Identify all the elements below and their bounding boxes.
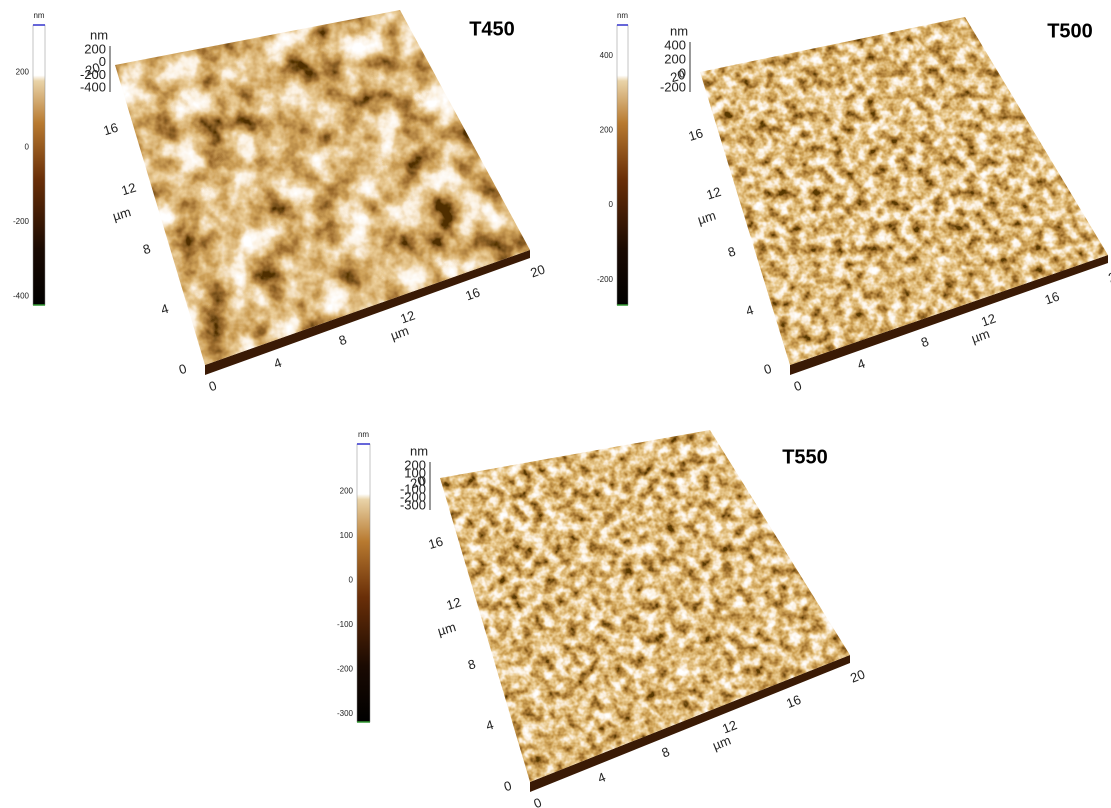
x-tick-label: 16 (1043, 289, 1062, 308)
y-tick-label: 0 (762, 361, 773, 377)
colorbar-tick-label: -200 (337, 664, 354, 673)
colorbar-tick-label: 0 (25, 142, 30, 151)
y-tick-label: 4 (159, 301, 170, 317)
afm-surface (115, 10, 530, 365)
colorbar (33, 25, 45, 305)
z-tick-label: 200 (664, 51, 686, 66)
colorbar-tick-label: 100 (340, 531, 354, 540)
colorbar-tick-label: 0 (609, 200, 614, 209)
y-tick-label: 16 (102, 120, 120, 139)
x-tick-label: 16 (463, 285, 482, 304)
colorbar (617, 25, 628, 305)
z-tick-label: 400 (664, 37, 686, 52)
x-tick-label: 4 (272, 355, 284, 372)
x-tick-label: 0 (207, 378, 219, 395)
y-tick-label: 12 (705, 184, 723, 203)
x-axis-label: µm (710, 732, 733, 753)
y-tick-label: 16 (427, 534, 445, 552)
colorbar-unit: nm (617, 11, 628, 20)
z-axis-unit: nm (90, 27, 108, 42)
afm-panel: nm2000-200-400nm2000-200-400048121620µm0… (13, 10, 547, 394)
y-tick-label: 12 (445, 594, 463, 612)
colorbar-tick-label: -100 (337, 620, 354, 629)
x-tick-label: 8 (919, 334, 931, 351)
panel-title: T550 (782, 446, 828, 468)
colorbar-unit: nm (33, 11, 44, 20)
x-tick-label: 0 (792, 378, 804, 395)
colorbar-tick-label: -200 (13, 217, 30, 226)
y-axis-label: µm (436, 619, 458, 639)
colorbar-tick-label: 400 (600, 51, 614, 60)
z-tick-label: -300 (400, 497, 426, 512)
z-axis-unit: nm (410, 443, 428, 458)
y-tick-label: 0 (502, 778, 513, 794)
colorbar (357, 444, 370, 722)
x-tick-label: 16 (784, 692, 803, 711)
y-axis-label: µm (111, 204, 133, 224)
y-tick-label: 8 (726, 244, 737, 260)
x-tick-label: 8 (337, 332, 349, 349)
x-axis-label: µm (969, 326, 991, 346)
colorbar-tick-label: 0 (349, 575, 354, 584)
panel-title: T500 (1047, 20, 1093, 42)
x-tick-label: 0 (531, 795, 543, 808)
y-axis-label: µm (696, 208, 718, 228)
colorbar-tick-label: -200 (597, 275, 614, 284)
y-tick-label: 16 (687, 125, 705, 144)
x-axis-label: µm (389, 323, 411, 343)
x-tick-label: 4 (595, 769, 607, 786)
x-tick-label: 8 (659, 744, 671, 761)
panel-title: T450 (469, 18, 515, 40)
colorbar-tick-label: 200 (340, 486, 354, 495)
x-tick-label: 20 (1106, 267, 1111, 286)
y-tick-label: 8 (141, 241, 152, 257)
y-tick-label: 12 (120, 180, 138, 199)
z-tick-label: -400 (80, 79, 106, 94)
afm-surface (700, 17, 1108, 365)
z-axis-unit: nm (670, 23, 688, 38)
afm-surface (440, 430, 850, 782)
x-tick-label: 20 (528, 262, 547, 281)
colorbar-tick-label: -400 (13, 292, 30, 301)
y-tick-label: 8 (466, 656, 477, 672)
y-tick-label: 0 (177, 361, 188, 377)
afm-panel: nm4002000-200nm4002000-200048121620µm048… (597, 11, 1111, 394)
colorbar-tick-label: -300 (337, 709, 354, 718)
colorbar-unit: nm (358, 430, 369, 439)
x-tick-label: 4 (855, 356, 867, 373)
x-tick-label: 20 (848, 666, 867, 685)
figure: nm2000-200-400nm2000-200-400048121620µm0… (0, 0, 1111, 808)
y-tick-label: 4 (744, 302, 755, 318)
colorbar-tick-label: 200 (16, 68, 30, 77)
colorbar-tick-label: 200 (600, 126, 614, 135)
y-tick-label: 4 (484, 717, 495, 733)
afm-panel: nm2001000-100-200-300nm2001000-100-200-3… (337, 430, 867, 808)
